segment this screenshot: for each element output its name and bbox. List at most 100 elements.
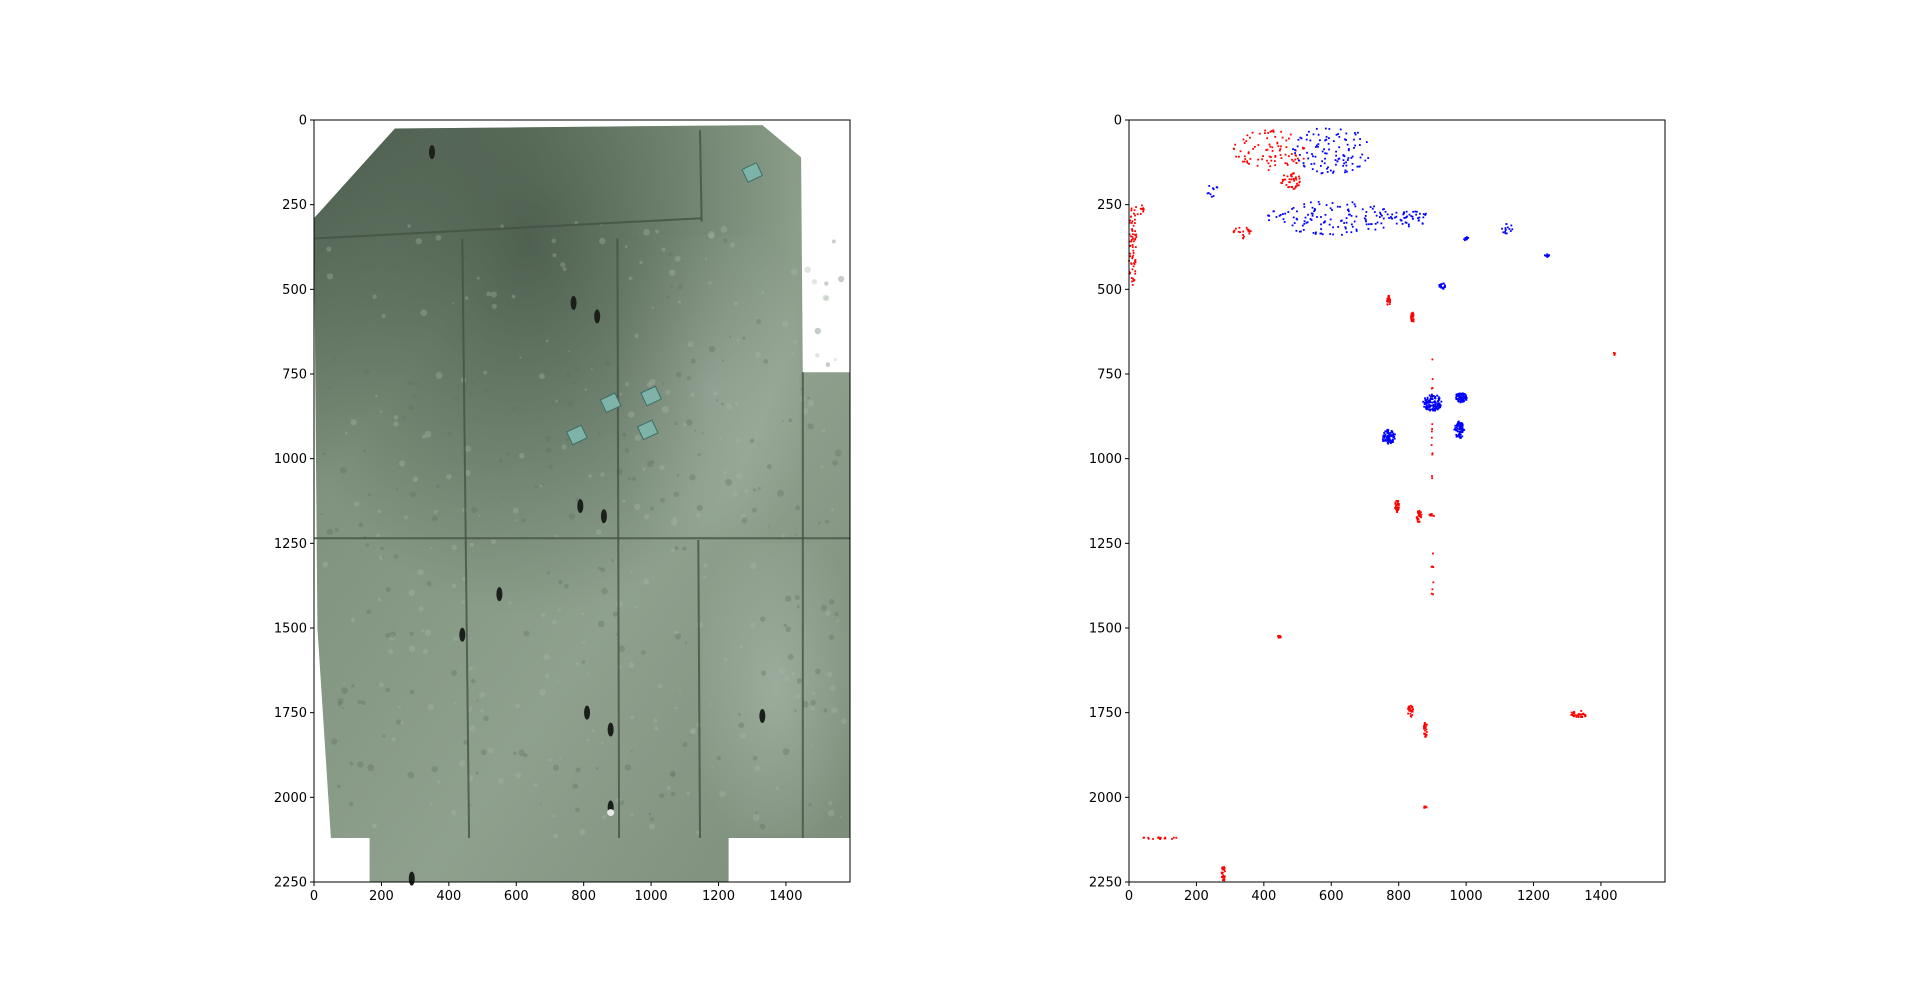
defect-point [1325, 204, 1328, 206]
defect-point [1134, 270, 1137, 273]
wall-texture-speck [787, 653, 794, 660]
wall-texture-speck [643, 578, 650, 585]
wall-texture-speck [739, 645, 743, 650]
defect-point [1134, 222, 1136, 224]
defect-point [1430, 592, 1433, 595]
wall-texture-speck [575, 807, 580, 813]
wall-texture-speck [796, 678, 803, 684]
defect-point [1391, 431, 1394, 434]
dark-spot [577, 499, 584, 514]
defect-point [1309, 218, 1312, 220]
wall-texture-speck [604, 360, 611, 367]
defect-point [1461, 397, 1464, 400]
defect-point [1291, 208, 1294, 210]
wall-texture-speck [534, 484, 538, 489]
defect-point [1314, 209, 1316, 211]
wall-texture-speck [393, 421, 399, 427]
defect-point [1303, 147, 1306, 150]
defect-point [1412, 318, 1415, 321]
defect-point [1386, 297, 1389, 300]
defect-point [1438, 406, 1440, 409]
defect-point [1412, 320, 1415, 323]
defect-point [1430, 430, 1433, 433]
wall-texture-speck [483, 370, 488, 375]
wall-texture-speck [539, 802, 542, 805]
defect-point [1130, 215, 1132, 218]
wall-texture-speck [424, 430, 432, 438]
defect-point [1432, 581, 1435, 584]
wall-texture-speck [792, 339, 798, 345]
defect-point [1430, 514, 1433, 517]
defect-point [1423, 405, 1426, 408]
defect-point [1502, 231, 1505, 234]
defect-point [1458, 434, 1461, 437]
defect-point [1580, 715, 1583, 718]
defect-point [1467, 237, 1470, 239]
wall-texture-speck [378, 555, 384, 560]
defect-point [1298, 180, 1301, 183]
defect-point [1432, 407, 1435, 410]
defect-point [1274, 164, 1277, 167]
defect-point [1328, 148, 1330, 151]
wall-texture-speck [523, 319, 530, 326]
defect-point [1344, 171, 1346, 174]
defect-point [1222, 866, 1225, 869]
defect-point [1293, 222, 1296, 224]
wall-texture-speck [408, 589, 416, 597]
defect-point [1281, 180, 1284, 182]
defect-point [1206, 192, 1209, 195]
defect-point [1315, 144, 1318, 147]
defect-point [1257, 158, 1260, 161]
wall-texture-speck [576, 353, 579, 356]
wall-texture-speck [575, 767, 581, 773]
defect-point [1324, 152, 1327, 155]
defect-point [1439, 406, 1442, 409]
defect-point [1379, 213, 1382, 216]
defect-point [1262, 155, 1264, 158]
defect-point [1332, 140, 1335, 143]
wall-texture-speck [674, 255, 681, 262]
dark-spot [408, 871, 415, 886]
defect-point [1425, 731, 1428, 733]
defect-point [1242, 230, 1245, 233]
defect-point [1395, 507, 1398, 510]
defect-point [1274, 154, 1277, 157]
defect-point [1294, 177, 1297, 180]
wall-texture-speck [404, 515, 409, 520]
defect-point [1383, 432, 1386, 434]
defect-point [1431, 475, 1433, 477]
wall-texture-speck [814, 327, 822, 335]
wall-texture-speck [371, 823, 377, 829]
wall-texture-speck [326, 528, 333, 535]
wall-texture-speck [526, 285, 530, 290]
wall-texture-speck [703, 562, 708, 568]
defect-point [1455, 433, 1458, 436]
wall-texture-speck [445, 272, 448, 275]
defect-point [1394, 501, 1397, 504]
defect-point [1254, 145, 1256, 148]
defect-point [1131, 220, 1134, 223]
defect-point [1365, 223, 1368, 226]
defect-point [1395, 504, 1398, 506]
defect-point [1296, 157, 1299, 160]
defect-point [1220, 876, 1223, 878]
wall-texture-speck [490, 538, 497, 545]
wall-texture-speck [490, 291, 497, 298]
defect-point [1130, 238, 1133, 241]
defect-point [1272, 129, 1275, 132]
defect-point [1131, 244, 1134, 246]
defect-point [1373, 211, 1376, 213]
wall-texture-speck [602, 815, 607, 820]
defect-point [1320, 223, 1322, 226]
defect-point [1571, 713, 1574, 716]
dark-spot [594, 309, 601, 324]
wall-texture-speck [417, 569, 424, 576]
wall-texture-speck [560, 262, 566, 268]
wall-texture-speck [701, 432, 704, 435]
defect-point [1459, 400, 1462, 402]
wall-texture-speck [754, 765, 761, 771]
defect-point [1462, 429, 1465, 432]
defect-point [1221, 879, 1224, 882]
defect-point [1266, 137, 1269, 140]
defect-point [1345, 161, 1347, 164]
